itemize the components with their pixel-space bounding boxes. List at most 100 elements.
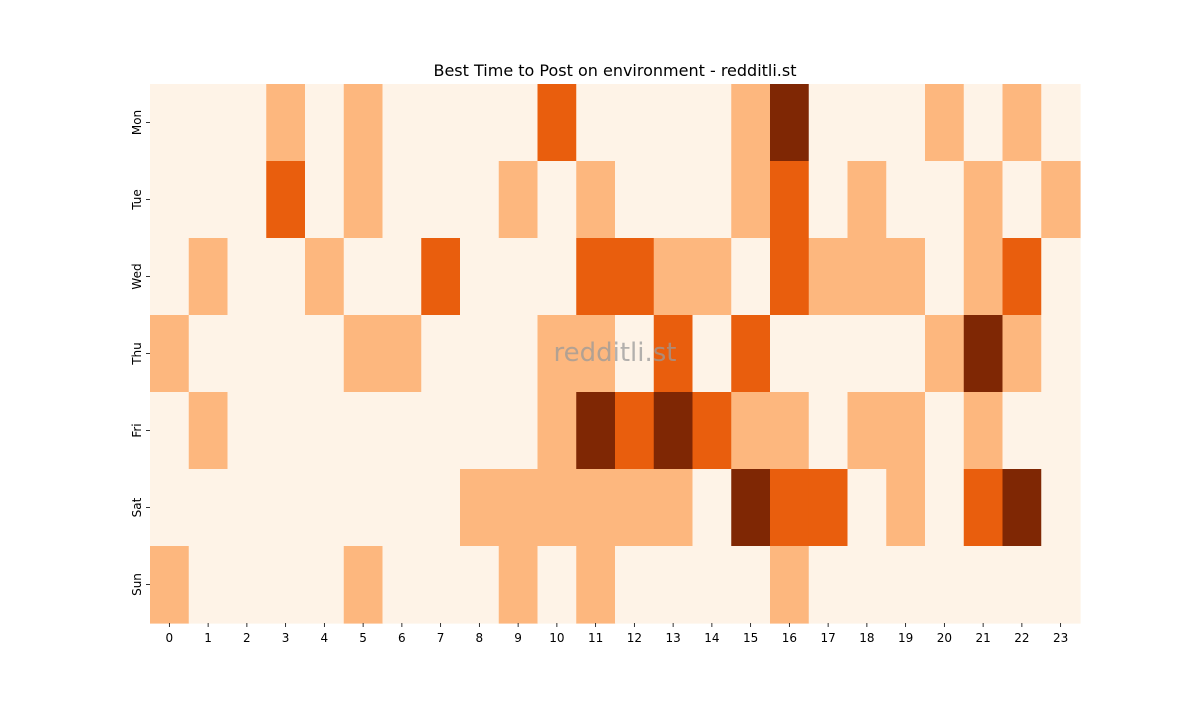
x-tick-label: 5 — [359, 631, 367, 645]
heatmap-cell-sun-10 — [537, 546, 577, 624]
heatmap-cell-sun-4 — [305, 546, 345, 624]
heatmap-cell-sun-20 — [925, 546, 965, 624]
x-tick-label: 8 — [476, 631, 484, 645]
y-tick-label: Sun — [130, 573, 144, 596]
heatmap-cell-wed-12 — [615, 238, 655, 316]
heatmap-cell-wed-0 — [150, 238, 190, 316]
heatmap-cell-thu-23 — [1041, 315, 1081, 393]
heatmap-cell-mon-6 — [382, 84, 422, 162]
heatmap-cell-thu-8 — [460, 315, 500, 393]
heatmap-cell-fri-23 — [1041, 392, 1081, 470]
heatmap-cell-mon-13 — [653, 84, 694, 162]
x-tick-label: 4 — [321, 631, 329, 645]
heatmap-cell-fri-7 — [421, 392, 461, 470]
heatmap-cell-tue-12 — [615, 161, 655, 239]
heatmap-cell-thu-7 — [421, 315, 461, 393]
heatmap-cell-wed-17 — [808, 238, 849, 316]
heatmap-cell-wed-23 — [1041, 238, 1081, 316]
heatmap-cell-wed-8 — [460, 238, 500, 316]
heatmap-cell-mon-11 — [576, 84, 616, 162]
heatmap-cell-sat-21 — [963, 469, 1004, 547]
heatmap-cell-sun-18 — [847, 546, 887, 624]
heatmap-cell-sat-10 — [537, 469, 577, 547]
heatmap-cell-sun-2 — [227, 546, 267, 624]
heatmap-cell-thu-5 — [343, 315, 384, 393]
heatmap-cell-tue-20 — [925, 161, 965, 239]
heatmap-cell-mon-14 — [692, 84, 732, 162]
heatmap-cell-wed-1 — [188, 238, 229, 316]
x-tick-label: 20 — [937, 631, 952, 645]
x-tick-label: 7 — [437, 631, 445, 645]
heatmap-cell-fri-22 — [1002, 392, 1042, 470]
heatmap-cell-sat-0 — [150, 469, 190, 547]
heatmap-cell-wed-13 — [653, 238, 694, 316]
heatmap-cell-wed-6 — [382, 238, 422, 316]
heatmap-cell-fri-5 — [343, 392, 384, 470]
heatmap-cell-wed-21 — [963, 238, 1004, 316]
heatmap-cell-fri-0 — [150, 392, 190, 470]
x-tick-label: 10 — [549, 631, 564, 645]
heatmap-cell-mon-1 — [188, 84, 229, 162]
heatmap-cell-mon-21 — [963, 84, 1004, 162]
heatmap-cell-tue-13 — [653, 161, 694, 239]
heatmap-cell-sat-16 — [770, 469, 810, 547]
heatmap-cell-fri-1 — [188, 392, 229, 470]
heatmap-cell-thu-12 — [615, 315, 655, 393]
heatmap-cell-sun-13 — [653, 546, 694, 624]
y-axis: Mon Tue Wed Thu Fri Sat Sun — [130, 110, 150, 596]
heatmap-cell-mon-16 — [770, 84, 810, 162]
heatmap-cell-fri-6 — [382, 392, 422, 470]
heatmap-cell-sun-3 — [266, 546, 306, 624]
heatmap-cell-fri-10 — [537, 392, 577, 470]
heatmap-cell-tue-4 — [305, 161, 345, 239]
heatmap-cell-tue-3 — [266, 161, 306, 239]
x-tick-label: 21 — [975, 631, 990, 645]
heatmap-cell-sun-9 — [498, 546, 539, 624]
heatmap-cell-tue-5 — [343, 161, 384, 239]
x-tick-label: 15 — [743, 631, 758, 645]
heatmap-cell-tue-21 — [963, 161, 1004, 239]
heatmap-cell-sun-17 — [808, 546, 849, 624]
x-tick-label: 11 — [588, 631, 603, 645]
heatmap-cell-mon-2 — [227, 84, 267, 162]
x-tick-label: 19 — [898, 631, 913, 645]
heatmap-cell-mon-15 — [731, 84, 771, 162]
heatmap-cell-thu-17 — [808, 315, 849, 393]
heatmap-cell-fri-13 — [653, 392, 694, 470]
heatmap-cell-sun-23 — [1041, 546, 1081, 624]
heatmap-cell-tue-15 — [731, 161, 771, 239]
heatmap-cell-sat-9 — [498, 469, 539, 547]
heatmap-cell-thu-0 — [150, 315, 190, 393]
heatmap-cell-mon-0 — [150, 84, 190, 162]
heatmap-cell-mon-3 — [266, 84, 306, 162]
heatmap-cell-thu-9 — [498, 315, 539, 393]
heatmap-cells — [150, 84, 1081, 624]
x-tick-label: 2 — [243, 631, 251, 645]
y-tick-label: Thu — [130, 342, 144, 366]
watermark: redditli.st — [554, 338, 677, 368]
heatmap-cell-sun-1 — [188, 546, 229, 624]
heatmap-cell-fri-11 — [576, 392, 616, 470]
y-tick-label: Tue — [130, 189, 144, 211]
x-tick-label: 18 — [859, 631, 874, 645]
heatmap-cell-sat-17 — [808, 469, 849, 547]
x-tick-label: 13 — [665, 631, 680, 645]
y-tick-label: Wed — [130, 263, 144, 289]
heatmap-cell-thu-11 — [576, 315, 616, 393]
chart-title: Best Time to Post on environment - reddi… — [433, 61, 796, 80]
heatmap-cell-fri-9 — [498, 392, 539, 470]
heatmap-cell-wed-2 — [227, 238, 267, 316]
heatmap-cell-sat-8 — [460, 469, 500, 547]
heatmap-cell-wed-7 — [421, 238, 461, 316]
heatmap-cell-sun-0 — [150, 546, 190, 624]
heatmap-cell-tue-9 — [498, 161, 539, 239]
heatmap-cell-fri-19 — [886, 392, 926, 470]
heatmap-cell-sat-19 — [886, 469, 926, 547]
heatmap-cell-sat-12 — [615, 469, 655, 547]
x-tick-label: 17 — [820, 631, 835, 645]
heatmap-cell-wed-14 — [692, 238, 732, 316]
heatmap-cell-mon-17 — [808, 84, 849, 162]
heatmap-cell-fri-12 — [615, 392, 655, 470]
heatmap-cell-tue-14 — [692, 161, 732, 239]
